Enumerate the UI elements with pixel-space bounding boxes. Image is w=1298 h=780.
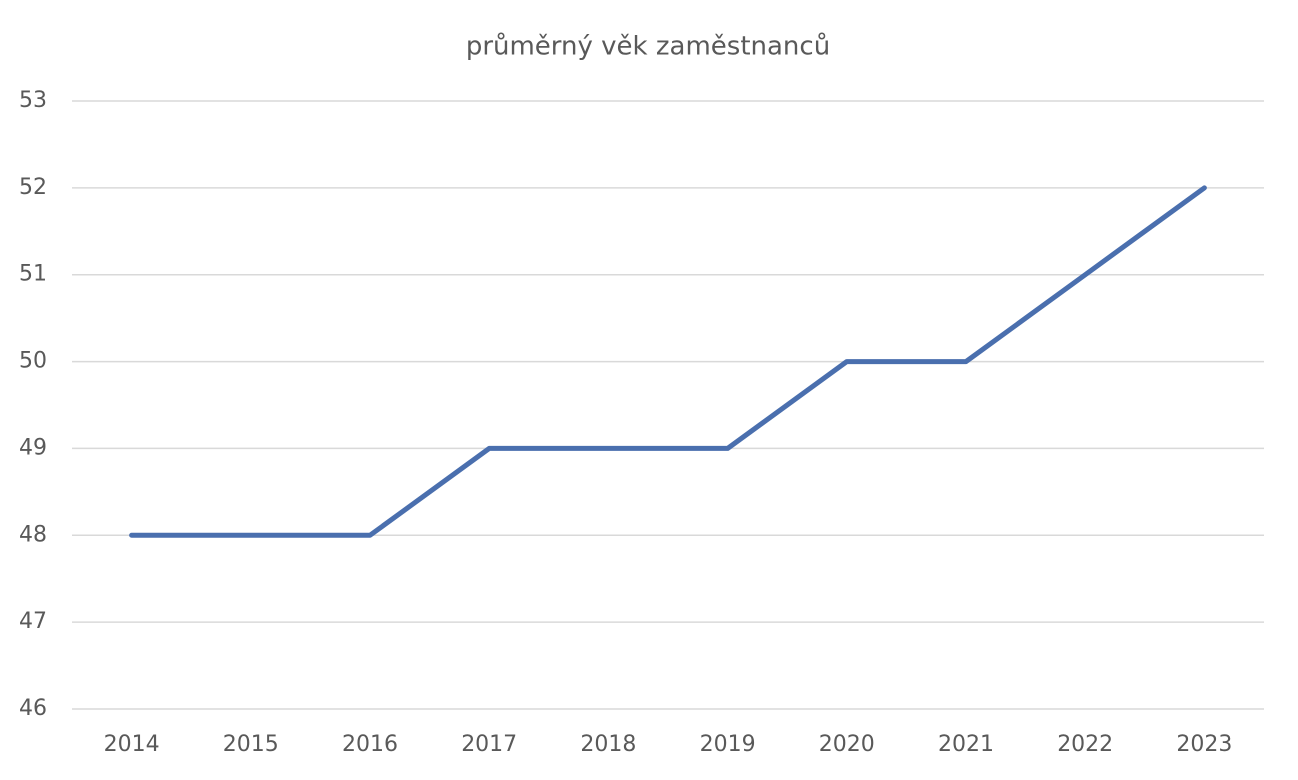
y-tick-label: 49 xyxy=(19,435,47,460)
x-tick-label: 2015 xyxy=(223,732,279,757)
x-tick-label: 2016 xyxy=(342,732,398,757)
chart-title: průměrný věk zaměstnanců xyxy=(466,32,830,62)
x-tick-label: 2017 xyxy=(461,732,517,757)
y-tick-label: 52 xyxy=(19,175,47,200)
y-tick-label: 51 xyxy=(19,262,47,287)
y-tick-label: 46 xyxy=(19,696,47,721)
x-tick-label: 2018 xyxy=(580,732,636,757)
x-tick-label: 2014 xyxy=(104,732,160,757)
x-tick-label: 2020 xyxy=(819,732,875,757)
y-tick-label: 53 xyxy=(19,88,47,113)
y-tick-label: 50 xyxy=(19,349,47,374)
x-tick-label: 2019 xyxy=(700,732,756,757)
y-tick-label: 48 xyxy=(19,522,47,547)
x-tick-label: 2023 xyxy=(1176,732,1232,757)
x-tick-label: 2022 xyxy=(1057,732,1113,757)
x-tick-label: 2021 xyxy=(938,732,994,757)
y-tick-label: 47 xyxy=(19,609,47,634)
data-line xyxy=(129,185,1207,538)
